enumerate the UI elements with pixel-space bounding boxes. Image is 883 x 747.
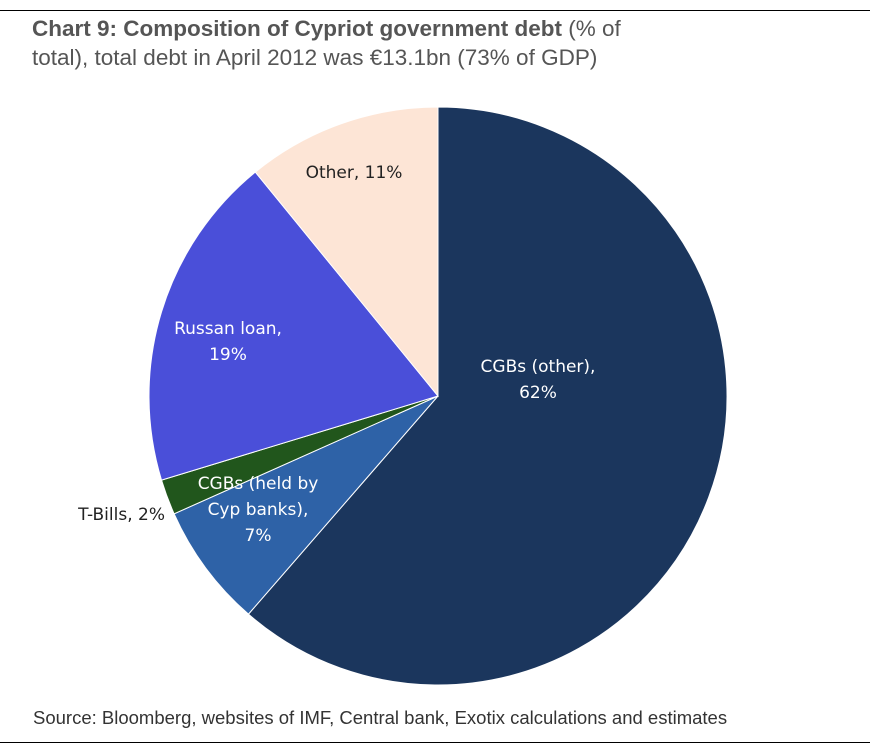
slice-label-cgbs-held-by-cyp-banks: CGBs (held by Cyp banks), 7% (198, 474, 319, 546)
slice-label-russan-loan: Russan loan, 19% (174, 319, 282, 365)
pie-slice-cgbs-other (247, 106, 728, 686)
slice-label-t-bills: T-Bills, 2% (77, 505, 165, 525)
top-rule (0, 10, 870, 11)
chart-subtitle: total), total debt in April 2012 was €13… (32, 45, 598, 70)
source-note: Source: Bloomberg, websites of IMF, Cent… (33, 707, 728, 728)
pie-slice-other (254, 106, 439, 398)
slice-label-other: Other, 11% (306, 163, 403, 183)
bottom-rule (0, 742, 870, 743)
chart-title-bold: Chart 9: Composition of Cypriot governme… (32, 16, 563, 41)
pie-slice-cgbs-held-by-cyp-banks (173, 395, 439, 615)
slice-label-cgbs-other: CGBs (other), 62% (481, 357, 596, 403)
chart-title-rest: (% of (568, 16, 621, 41)
pie-slice-russan-loan (148, 171, 439, 481)
chart-title: Chart 9: Composition of Cypriot governme… (32, 14, 872, 72)
